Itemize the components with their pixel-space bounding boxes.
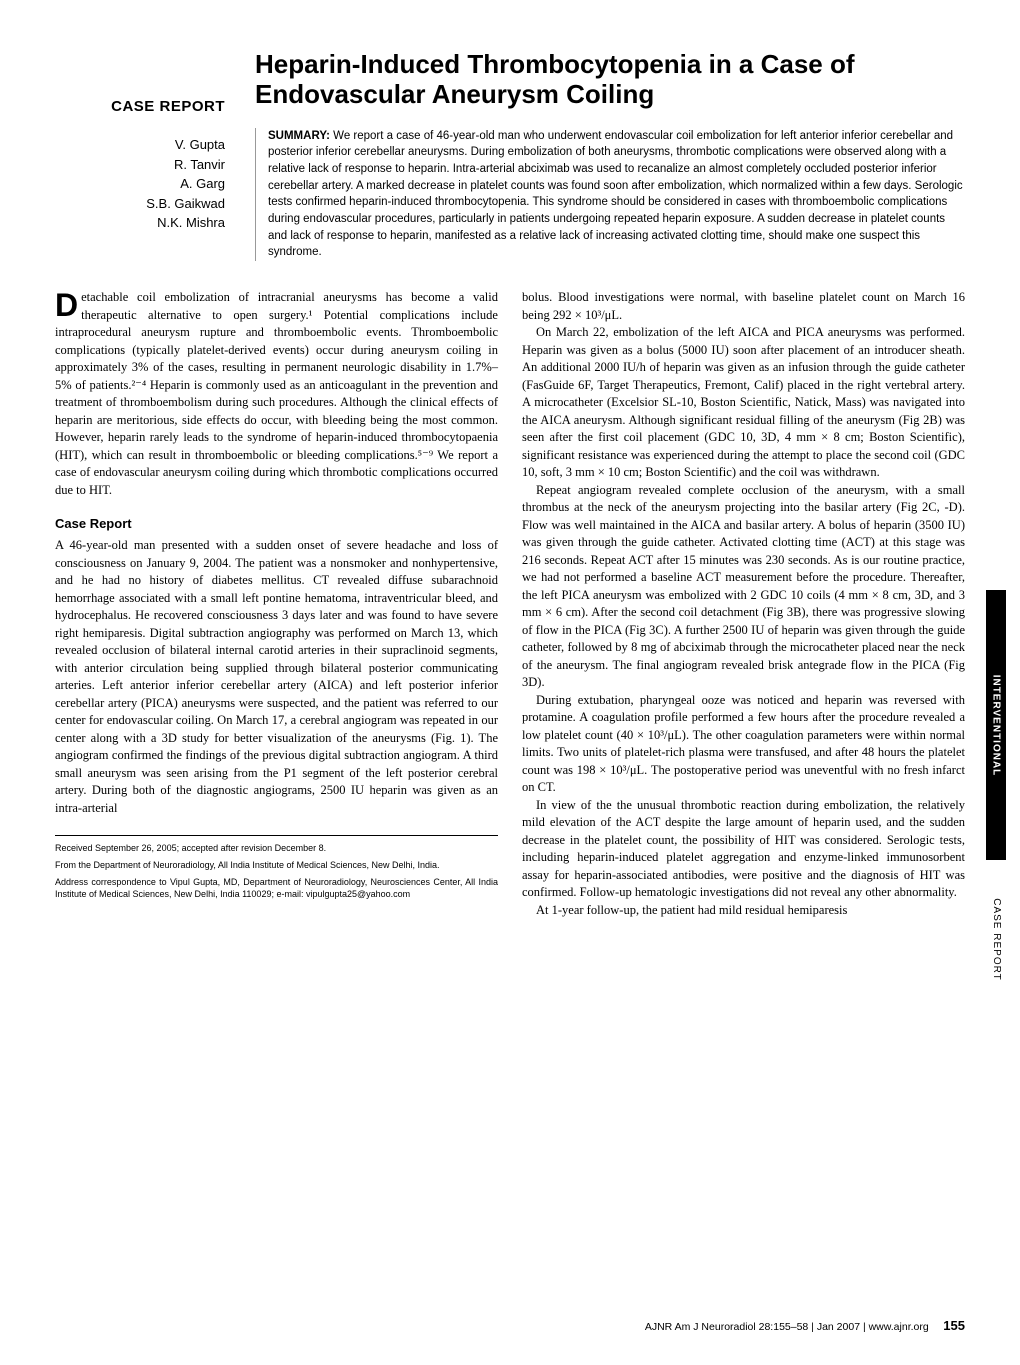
dropcap-d: D (55, 289, 81, 319)
author: R. Tanvir (55, 155, 225, 175)
intro-text: etachable coil embolization of intracran… (55, 290, 498, 497)
side-tab-black: INTERVENTIONAL (986, 590, 1006, 860)
summary-block: SUMMARY: We report a case of 46-year-old… (255, 128, 965, 261)
author: N.K. Mishra (55, 213, 225, 233)
body-two-column: Detachable coil embolization of intracra… (55, 289, 965, 919)
side-tab-white-text: CASE REPORT (991, 898, 1002, 981)
footnote-address: Address correspondence to Vipul Gupta, M… (55, 876, 498, 901)
col2-paragraph-4: During extubation, pharyngeal ooze was n… (522, 692, 965, 797)
footnotes-block: Received September 26, 2005; accepted af… (55, 835, 498, 900)
page-footer: AJNR Am J Neuroradiol 28:155–58 | Jan 20… (645, 1318, 965, 1333)
col2-paragraph-6: At 1-year follow-up, the patient had mil… (522, 902, 965, 920)
side-tab-black-text: INTERVENTIONAL (991, 674, 1002, 776)
col2-paragraph-5: In view of the the unusual thrombotic re… (522, 797, 965, 902)
footer-citation: AJNR Am J Neuroradiol 28:155–58 | Jan 20… (645, 1321, 929, 1333)
case-paragraph-1: A 46-year-old man presented with a sudde… (55, 537, 498, 817)
article-title: Heparin-Induced Thrombocytopenia in a Ca… (255, 50, 965, 110)
col2-paragraph-3: Repeat angiogram revealed complete occlu… (522, 482, 965, 692)
intro-paragraph: Detachable coil embolization of intracra… (55, 289, 498, 499)
footnote-from: From the Department of Neuroradiology, A… (55, 859, 498, 872)
right-header-column: Heparin-Induced Thrombocytopenia in a Ca… (245, 50, 965, 261)
footnote-received: Received September 26, 2005; accepted af… (55, 842, 498, 855)
author-list: V. Gupta R. Tanvir A. Garg S.B. Gaikwad … (55, 135, 225, 233)
author: S.B. Gaikwad (55, 194, 225, 214)
col2-paragraph-2: On March 22, embolization of the left AI… (522, 324, 965, 482)
author: A. Garg (55, 174, 225, 194)
left-header-column: CASE REPORT V. Gupta R. Tanvir A. Garg S… (55, 50, 245, 261)
summary-text: We report a case of 46-year-old man who … (268, 130, 963, 259)
header-area: CASE REPORT V. Gupta R. Tanvir A. Garg S… (55, 50, 965, 261)
side-tab-white: CASE REPORT (986, 864, 1006, 1014)
left-column: Detachable coil embolization of intracra… (55, 289, 498, 919)
case-report-heading: Case Report (55, 515, 498, 533)
case-report-label: CASE REPORT (55, 98, 225, 115)
col2-paragraph-1: bolus. Blood investigations were normal,… (522, 289, 965, 324)
author: V. Gupta (55, 135, 225, 155)
page-number: 155 (943, 1318, 965, 1333)
right-column: bolus. Blood investigations were normal,… (522, 289, 965, 919)
summary-label: SUMMARY: (268, 130, 330, 142)
